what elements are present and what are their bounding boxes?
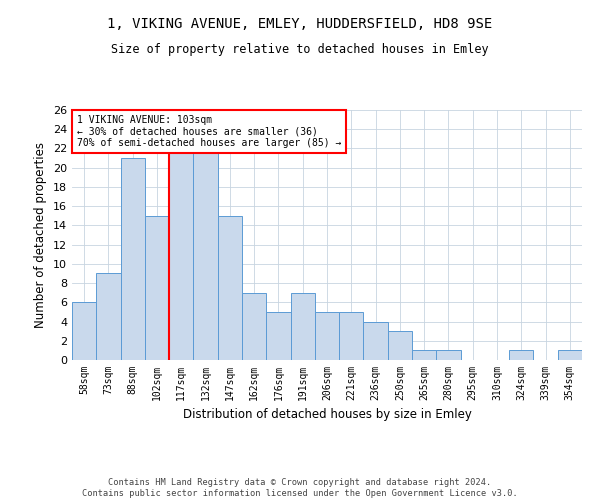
Bar xyxy=(412,350,436,360)
Y-axis label: Number of detached properties: Number of detached properties xyxy=(34,142,47,328)
Bar xyxy=(96,274,121,360)
Text: 1, VIKING AVENUE, EMLEY, HUDDERSFIELD, HD8 9SE: 1, VIKING AVENUE, EMLEY, HUDDERSFIELD, H… xyxy=(107,18,493,32)
Text: Contains HM Land Registry data © Crown copyright and database right 2024.
Contai: Contains HM Land Registry data © Crown c… xyxy=(82,478,518,498)
Bar xyxy=(339,312,364,360)
Bar xyxy=(72,302,96,360)
Bar xyxy=(388,331,412,360)
Bar xyxy=(436,350,461,360)
Bar xyxy=(266,312,290,360)
Bar xyxy=(509,350,533,360)
Bar xyxy=(169,148,193,360)
Bar xyxy=(558,350,582,360)
Bar xyxy=(193,148,218,360)
Text: 1 VIKING AVENUE: 103sqm
← 30% of detached houses are smaller (36)
70% of semi-de: 1 VIKING AVENUE: 103sqm ← 30% of detache… xyxy=(77,115,341,148)
Bar xyxy=(290,292,315,360)
Bar xyxy=(364,322,388,360)
X-axis label: Distribution of detached houses by size in Emley: Distribution of detached houses by size … xyxy=(182,408,472,422)
Bar xyxy=(121,158,145,360)
Bar xyxy=(218,216,242,360)
Text: Size of property relative to detached houses in Emley: Size of property relative to detached ho… xyxy=(111,42,489,56)
Bar xyxy=(242,292,266,360)
Bar xyxy=(315,312,339,360)
Bar xyxy=(145,216,169,360)
